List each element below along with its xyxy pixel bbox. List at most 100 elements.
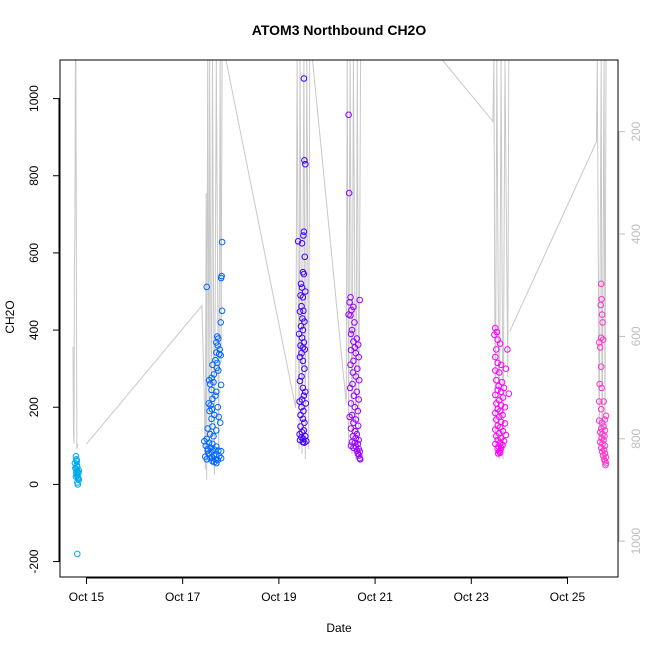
axes-layer: Oct 15 Oct 17 Oct 19 Oct 21 Oct 23 Oct 25 -200…: [27, 85, 643, 604]
right-axis-tick-label: 600: [629, 326, 643, 346]
right-axis-tick-label: 400: [629, 224, 643, 244]
data-point: [492, 391, 499, 399]
data-point: [215, 367, 222, 374]
data-point: [599, 319, 606, 326]
data-point: [346, 413, 353, 421]
data-point: [356, 456, 364, 463]
data-point: [302, 288, 309, 295]
data-point: [299, 294, 307, 301]
data-point: [597, 334, 605, 342]
data-point: [493, 376, 500, 384]
data-point: [491, 331, 498, 339]
data-point: [215, 335, 222, 342]
y-tick-label: 0: [27, 481, 41, 488]
series-4: [345, 111, 364, 463]
pressure-profile-3: [225, 60, 311, 460]
x-tick-label: Oct 15: [69, 590, 105, 604]
data-point: [347, 361, 354, 369]
data-point: [301, 157, 308, 164]
data-point: [300, 75, 308, 82]
right-axis-tick-label: 200: [629, 121, 643, 141]
data-point: [204, 447, 211, 454]
data-point: [215, 350, 223, 358]
data-point: [299, 415, 307, 423]
data-point: [496, 340, 504, 347]
data-point: [595, 398, 603, 405]
y-tick-label: 600: [27, 243, 41, 263]
data-point: [497, 361, 505, 369]
data-point: [206, 380, 214, 388]
data-point: [297, 280, 305, 288]
data-point: [501, 403, 509, 411]
data-point: [299, 344, 307, 351]
data-point: [74, 481, 82, 488]
y-axis-title: CH2O: [3, 300, 17, 333]
x-tick-label: Oct 23: [454, 590, 490, 604]
data-point: [300, 427, 308, 434]
data-point: [355, 396, 363, 403]
data-point: [301, 318, 308, 325]
data-point: [492, 367, 499, 374]
data-point: [300, 228, 308, 235]
pressure-profile-4: [312, 60, 362, 460]
data-point: [500, 437, 508, 445]
series-6: [595, 280, 610, 469]
data-point: [504, 346, 511, 353]
data-point: [495, 369, 503, 376]
data-point: [492, 353, 499, 361]
chart-title: ATOM3 Northbound CH2O: [252, 22, 427, 38]
data-point: [213, 388, 220, 396]
data-point: [347, 330, 355, 338]
data-point: [600, 398, 607, 405]
data-point: [299, 326, 307, 334]
data-point: [218, 307, 226, 315]
data-point: [600, 436, 607, 444]
data-point: [298, 240, 306, 247]
data-point: [501, 420, 509, 427]
data-point: [216, 419, 224, 427]
data-point: [598, 311, 606, 318]
pressure-profile-5: [442, 60, 510, 460]
x-axis-title: Date: [326, 621, 352, 635]
data-point: [296, 398, 303, 405]
data-point: [296, 377, 304, 385]
data-point: [492, 409, 499, 417]
data-point: [351, 319, 358, 326]
data-point: [300, 307, 307, 315]
data-point: [215, 413, 222, 421]
data-point: [302, 400, 310, 407]
data-point: [355, 353, 363, 361]
series-5: [491, 324, 513, 457]
data-point: [298, 373, 305, 380]
data-point: [206, 407, 213, 415]
right-axis-tick-label: 1000: [629, 527, 643, 554]
data-point: [302, 160, 309, 168]
data-point: [300, 392, 308, 400]
data-point: [350, 392, 358, 400]
data-point: [345, 111, 352, 119]
data-point: [502, 365, 510, 373]
data-point: [296, 308, 304, 315]
data-point: [300, 270, 308, 278]
data-point: [213, 339, 220, 346]
data-point: [346, 384, 354, 392]
data-point: [298, 403, 305, 411]
pressure-profile-6: [509, 60, 607, 460]
data-point: [356, 296, 364, 304]
right-axis-tick-label: 800: [629, 428, 643, 448]
data-point: [497, 388, 505, 396]
data-point: [350, 338, 357, 345]
data-point: [213, 427, 220, 434]
data-point: [347, 346, 355, 354]
data-point: [492, 426, 499, 433]
data-point: [354, 365, 361, 373]
y-tick-label: -200: [27, 549, 41, 573]
data-point: [203, 456, 210, 463]
data-point: [205, 400, 212, 407]
data-point: [73, 457, 81, 464]
y-tick-label: 800: [27, 165, 41, 185]
data-point: [301, 253, 309, 261]
data-point: [302, 388, 309, 396]
data-point: [213, 459, 220, 467]
data-point: [209, 395, 216, 403]
